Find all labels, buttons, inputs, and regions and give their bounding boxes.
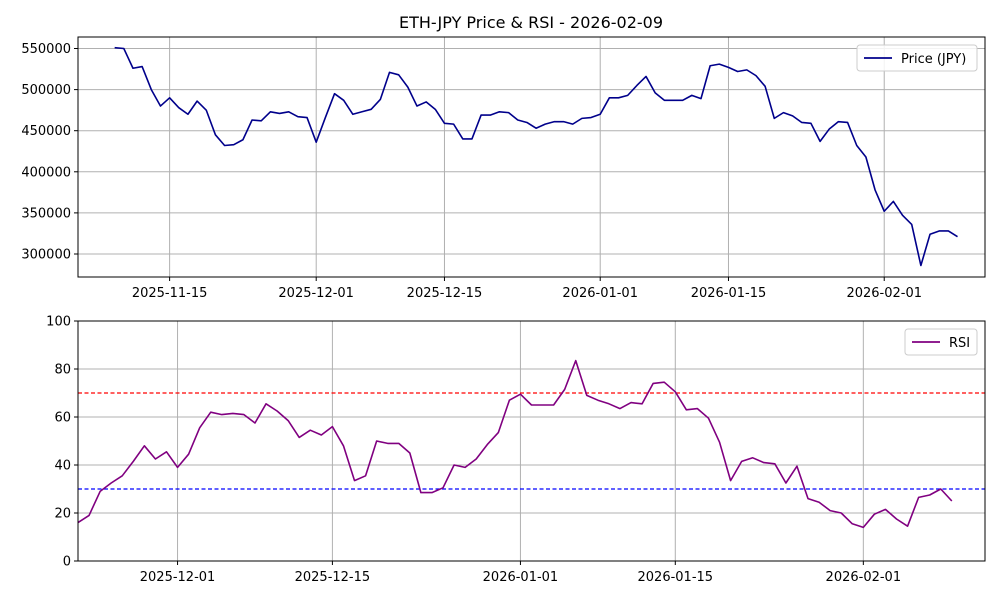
legend-label: Price (JPY) [901, 52, 966, 67]
x-tick-label: 2025-12-01 [278, 286, 354, 301]
x-tick-label: 2026-02-01 [846, 286, 922, 301]
series-line-price-jpy- [114, 46, 958, 267]
series-line-rsi [77, 359, 953, 529]
axes-frame [77, 320, 986, 562]
legend-box [856, 44, 978, 72]
y-tick-label: 60 [54, 411, 71, 426]
axes-frame [77, 36, 986, 278]
x-tick-label: 2026-01-15 [691, 286, 767, 301]
y-tick-label: 40 [54, 459, 71, 474]
x-tick-label: 2026-01-15 [638, 570, 714, 585]
y-tick-label: 350000 [21, 206, 71, 221]
legend-label: RSI [949, 336, 970, 351]
chart-title: ETH-JPY Price & RSI - 2026-02-09 [399, 13, 663, 32]
x-tick-label: 2025-12-15 [295, 570, 371, 585]
rsi-panel: 2025-12-01 2025-12-15 2026-01-01 2026-01-15… [46, 315, 986, 585]
y-tick-label: 400000 [21, 165, 71, 180]
y-tick-label: 80 [54, 363, 71, 378]
y-tick-label: 450000 [21, 124, 71, 139]
x-tick-label: 2026-01-01 [483, 570, 559, 585]
x-tick-label: 2026-02-01 [826, 570, 902, 585]
x-tick-label: 2025-11-15 [132, 286, 208, 301]
x-tick-label: 2026-01-01 [562, 286, 638, 301]
y-tick-label: 100 [46, 315, 71, 330]
y-tick-label: 550000 [21, 42, 71, 57]
y-tick-label: 0 [63, 555, 71, 570]
x-tick-label: 2025-12-01 [140, 570, 216, 585]
y-tick-label: 500000 [21, 83, 71, 98]
y-tick-label: 20 [54, 507, 71, 522]
x-tick-label: 2025-12-15 [407, 286, 483, 301]
legend-box [904, 328, 978, 356]
price-panel: 2025-11-15 2025-12-01 2025-12-15 2026-01-01… [21, 36, 986, 301]
y-tick-label: 300000 [21, 247, 71, 262]
